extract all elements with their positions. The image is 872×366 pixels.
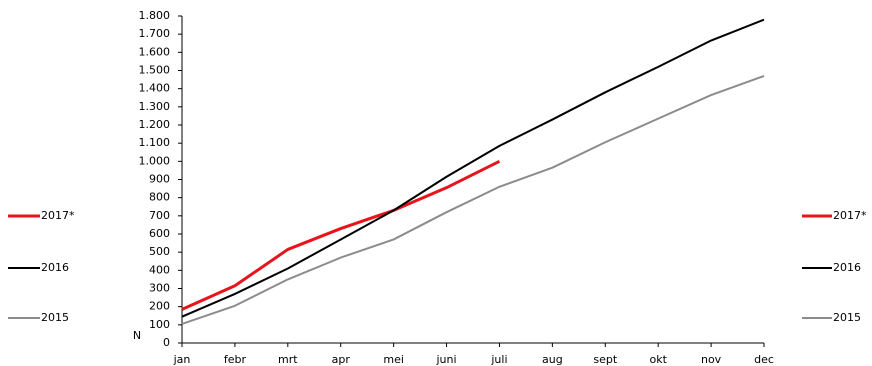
x-tick-label: mrt: [278, 353, 298, 366]
y-tick-label: 200: [149, 300, 170, 313]
y-tick-label: 1.600: [139, 45, 171, 58]
legend-label: 2015: [41, 311, 69, 324]
y-tick-label: 400: [149, 263, 170, 276]
legend-label: 2015: [833, 311, 861, 324]
legend-label: 2016: [833, 261, 861, 274]
x-tick-label: okt: [649, 353, 667, 366]
x-tick-label: aug: [542, 353, 563, 366]
y-tick-label: 0: [163, 336, 170, 349]
y-tick-label: 1.400: [139, 82, 171, 95]
y-tick-label: 700: [149, 209, 170, 222]
legend-label: 2017*: [41, 209, 75, 222]
legend-label: 2016: [41, 261, 69, 274]
y-tick-label: 1.300: [139, 100, 171, 113]
x-tick-label: dec: [754, 353, 774, 366]
x-tick-label: sept: [593, 353, 617, 366]
series-line: [181, 159, 501, 311]
series-line: [181, 18, 765, 318]
y-tick-label: 100: [149, 318, 170, 331]
x-tick-label: jan: [173, 353, 191, 366]
y-tick-label: 1.000: [139, 154, 171, 167]
x-tick-label: febr: [224, 353, 247, 366]
y-tick-label: 1.200: [139, 118, 171, 131]
y-tick-label: 900: [149, 173, 170, 186]
y-tick-label: 600: [149, 227, 170, 240]
y-tick-label: 500: [149, 245, 170, 258]
y-axis-label: N: [133, 329, 141, 342]
x-tick-label: juni: [436, 353, 457, 366]
y-tick-label: 1.100: [139, 136, 171, 149]
y-tick-label: 800: [149, 191, 170, 204]
x-tick-label: mei: [383, 353, 404, 366]
y-tick-label: 1.800: [139, 9, 171, 22]
series-line: [181, 75, 765, 325]
x-tick-label: nov: [701, 353, 722, 366]
y-tick-label: 1.500: [139, 64, 171, 77]
x-tick-label: juli: [490, 353, 507, 366]
legend-label: 2017*: [833, 209, 867, 222]
y-tick-label: 300: [149, 282, 170, 295]
x-tick-label: apr: [332, 353, 351, 366]
y-tick-label: 1.700: [139, 27, 171, 40]
